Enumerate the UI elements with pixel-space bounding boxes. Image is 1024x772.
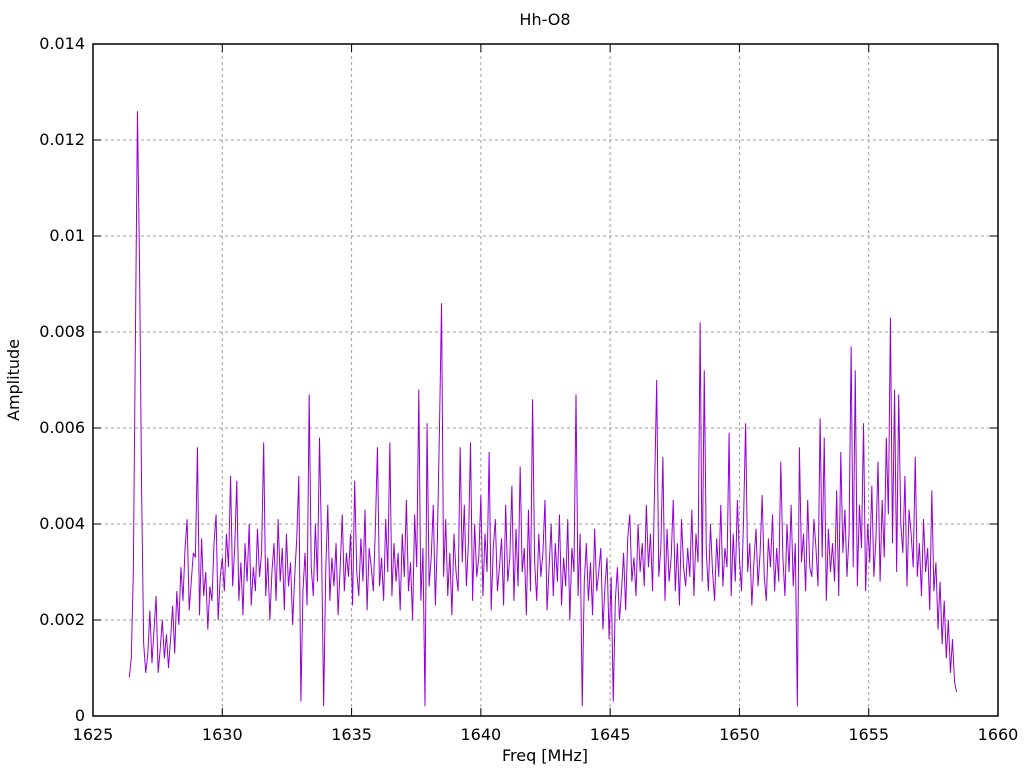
x-tick-label: 1640: [460, 725, 501, 744]
y-tick-label: 0.008: [39, 322, 85, 341]
y-tick-label: 0.01: [49, 226, 85, 245]
data-series-line: [128, 111, 958, 707]
x-tick-label: 1660: [978, 725, 1019, 744]
chart-title: Hh-O8: [519, 10, 570, 29]
plot-border: [92, 43, 999, 717]
x-tick-label: 1625: [73, 725, 114, 744]
x-tick-label: 1655: [848, 725, 889, 744]
x-tick-label: 1635: [331, 725, 372, 744]
y-tick-labels: 0 0.002 0.004 0.006 0.008 0.01 0.012 0.014: [39, 34, 85, 725]
x-tick-label: 1650: [719, 725, 760, 744]
y-tick-label: 0.014: [39, 34, 85, 53]
x-tick-labels: 1625 1630 1635 1640 1645 1650 1655 1660: [73, 725, 1019, 744]
y-tick-label: 0.004: [39, 514, 85, 533]
x-tick-label: 1645: [590, 725, 631, 744]
y-tick-label: 0.002: [39, 610, 85, 629]
y-tick-label: 0.006: [39, 418, 85, 437]
y-tick-label: 0: [75, 706, 85, 725]
y-tick-label: 0.012: [39, 130, 85, 149]
axis-tick-marks: [92, 43, 999, 717]
y-axis-label: Amplitude: [4, 339, 23, 421]
x-tick-label: 1630: [202, 725, 243, 744]
grid-lines: [93, 44, 998, 716]
x-axis-label: Freq [MHz]: [502, 746, 588, 765]
